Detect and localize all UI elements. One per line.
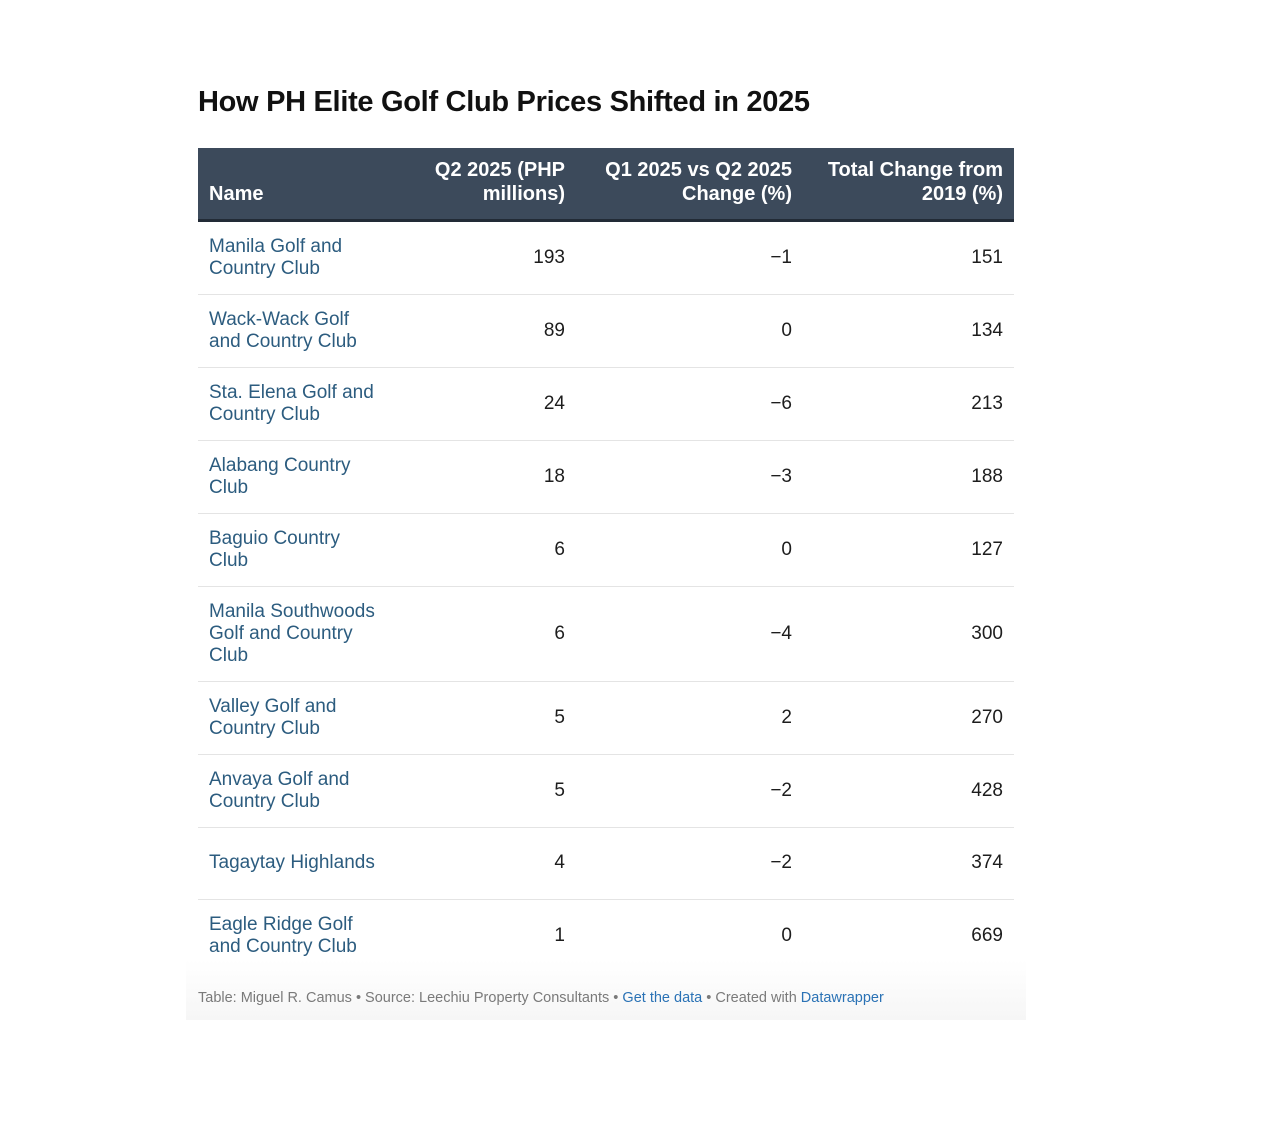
total-change-cell: 127 (971, 538, 1003, 560)
q1-vs-q2-change-cell: 2 (781, 706, 792, 728)
column-header-q1-vs-q2-change[interactable]: Q1 2025 vs Q2 2025 Change (%) (605, 158, 792, 205)
footer-created-with: • Created with (702, 990, 801, 1006)
q1-vs-q2-change-cell: −4 (770, 622, 792, 644)
card-bottom-fade (186, 960, 1026, 1020)
table-row: Manila Golf and Country Club 193 −1 151 (198, 220, 1014, 294)
total-change-cell: 213 (971, 392, 1003, 414)
q2-2025-cell: 6 (554, 622, 565, 644)
q1-vs-q2-change-cell: −2 (770, 852, 792, 873)
name-cell: Anvaya Golf and Country Club (209, 768, 350, 812)
table-row: Wack-Wack Golf and Country Club 89 0 134 (198, 294, 1014, 367)
q2-2025-cell: 6 (554, 538, 565, 560)
name-cell: Sta. Elena Golf and Country Club (209, 381, 374, 425)
name-cell: Manila Golf and Country Club (209, 235, 343, 279)
total-change-cell: 669 (971, 924, 1003, 946)
q2-2025-cell: 24 (543, 392, 565, 414)
datawrapper-link[interactable]: Datawrapper (800, 990, 884, 1006)
q1-vs-q2-change-cell: −1 (770, 246, 792, 268)
q2-2025-cell: 5 (554, 706, 565, 728)
q1-vs-q2-change-cell: −6 (770, 392, 792, 414)
total-change-cell: 188 (971, 465, 1003, 487)
table-header-row: Name Q2 2025 (PHP millions) Q1 2025 vs Q… (198, 148, 1014, 220)
column-header-total-change[interactable]: Total Change from 2019 (%) (827, 158, 1003, 205)
total-change-cell: 428 (971, 779, 1003, 801)
q2-2025-cell: 5 (554, 779, 565, 801)
name-cell: Eagle Ridge Golf and Country Club (209, 913, 357, 957)
q2-2025-cell: 18 (543, 465, 565, 487)
column-header-name[interactable]: Name (209, 182, 264, 205)
footer-credit: Table: Miguel R. Camus • Source: Leechiu… (198, 990, 623, 1006)
table-row: Manila Southwoods Golf and Country Club 6… (198, 586, 1014, 681)
name-cell: Wack-Wack Golf and Country Club (209, 308, 357, 352)
name-cell: Baguio Country Club (209, 527, 340, 571)
footer: Table: Miguel R. Camus • Source: Leechiu… (198, 990, 884, 1006)
table-row: Sta. Elena Golf and Country Club 24 −6 213 (198, 367, 1014, 440)
table-card: How PH Elite Golf Club Prices Shifted in… (186, 70, 1026, 1020)
q2-2025-cell: 89 (543, 319, 565, 341)
q2-2025-cell: 193 (533, 246, 565, 268)
name-cell: Valley Golf and Country Club (209, 695, 337, 739)
name-cell: Tagaytay Highlands (209, 852, 375, 873)
data-table: Name Q2 2025 (PHP millions) Q1 2025 vs Q… (198, 148, 1014, 972)
q2-2025-cell: 4 (554, 852, 565, 873)
name-cell: Alabang Country Club (209, 454, 351, 498)
table-row: Baguio Country Club 6 0 127 (198, 513, 1014, 586)
q1-vs-q2-change-cell: −2 (770, 779, 792, 801)
q1-vs-q2-change-cell: 0 (781, 319, 792, 341)
table-row: Alabang Country Club 18 −3 188 (198, 440, 1014, 513)
get-the-data-link[interactable]: Get the data (622, 990, 703, 1006)
table-body: Manila Golf and Country Club 193 −1 151 Wack… (198, 220, 1014, 972)
q1-vs-q2-change-cell: 0 (781, 538, 792, 560)
table-row: Tagaytay Highlands 4 −2 374 (198, 827, 1014, 899)
total-change-cell: 374 (971, 852, 1003, 873)
total-change-cell: 300 (971, 622, 1003, 644)
q2-2025-cell: 1 (554, 924, 565, 946)
table-row: Valley Golf and Country Club 5 2 270 (198, 681, 1014, 754)
column-header-q2-2025[interactable]: Q2 2025 (PHP millions) (434, 158, 565, 205)
chart-title: How PH Elite Golf Club Prices Shifted in… (198, 86, 810, 118)
q1-vs-q2-change-cell: −3 (770, 465, 792, 487)
total-change-cell: 134 (971, 319, 1003, 341)
total-change-cell: 270 (971, 706, 1003, 728)
total-change-cell: 151 (971, 246, 1003, 268)
table-row: Anvaya Golf and Country Club 5 −2 428 (198, 754, 1014, 827)
q1-vs-q2-change-cell: 0 (781, 924, 792, 946)
table-row: Eagle Ridge Golf and Country Club 1 0 669 (198, 899, 1014, 972)
name-cell: Manila Southwoods Golf and Country Club (209, 600, 375, 666)
